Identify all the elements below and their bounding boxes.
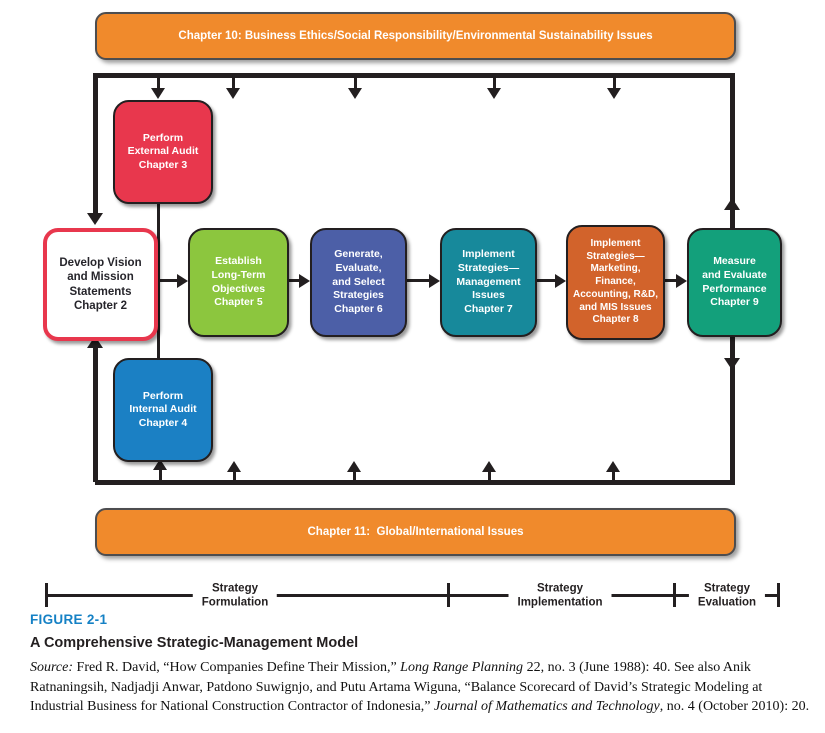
arrow-feedback-into-vision-top-icon xyxy=(87,213,103,225)
arrow-top-stub-implement-mgmt-icon xyxy=(487,88,501,99)
frame-left-lower-line xyxy=(93,348,98,482)
source-journal-1: Long Range Planning xyxy=(400,660,524,675)
stub-bottom-implement-func-line xyxy=(611,471,615,481)
arrow-implement-func-to-measure-icon xyxy=(676,273,687,288)
arrow-bottom-stub-strategies-icon xyxy=(347,461,361,472)
arrow-top-stub-strategies-icon xyxy=(348,88,362,99)
arrow-measure-down-feedback-icon xyxy=(724,358,740,370)
node-implement-management-issues-label: Implement Strategies— Management Issues … xyxy=(456,248,521,315)
node-develop-vision-mission-label: Develop Vision and Mission Statements Ch… xyxy=(59,256,142,312)
node-perform-internal-audit: Perform Internal Audit Chapter 4 xyxy=(113,358,213,462)
phase-bracket-line xyxy=(46,594,779,597)
phase-strategy-formulation: Strategy Formulation xyxy=(192,581,278,611)
stub-top-external-line xyxy=(156,78,160,90)
node-implement-management-issues: Implement Strategies— Management Issues … xyxy=(440,228,537,337)
banner-chapter-11: Chapter 11: Global/International Issues xyxy=(95,508,736,556)
arrow-objectives-to-strategies-line xyxy=(285,279,300,282)
arrow-top-into-external-audit-icon xyxy=(151,88,165,99)
arrow-bottom-into-internal-audit-icon xyxy=(153,459,167,470)
frame-right-lower-line xyxy=(730,335,735,483)
arrow-strategies-to-implement-mgmt-icon xyxy=(429,273,440,288)
phase-bracket-tick-1 xyxy=(45,583,48,607)
banner-chapter-11-label: Chapter 11: Global/International Issues xyxy=(307,526,524,538)
frame-top-line xyxy=(95,73,735,78)
banner-chapter-10-label: Chapter 10: Business Ethics/Social Respo… xyxy=(178,30,653,42)
stub-top-implement-func-line xyxy=(612,78,616,90)
node-perform-external-audit: Perform External Audit Chapter 3 xyxy=(113,100,213,204)
source-part-2: 22, no. 3 (June 1988): 40. See also Anik… xyxy=(30,660,763,715)
arrow-bottom-stub-implement-func-icon xyxy=(606,461,620,472)
arrow-vision-to-objectives-icon xyxy=(177,273,188,288)
arrow-measure-up-feedback-icon xyxy=(724,198,740,210)
frame-right-upper-line xyxy=(730,73,735,228)
source-journal-2: Journal of Mathematics and Technology xyxy=(433,699,660,715)
node-establish-objectives-label: Establish Long-Term Objectives Chapter 5 xyxy=(211,255,266,309)
source-prefix: Source: xyxy=(30,660,74,675)
node-perform-external-audit-label: Perform External Audit Chapter 3 xyxy=(127,131,199,171)
stub-top-objectives-line xyxy=(231,78,235,90)
node-generate-select-strategies: Generate, Evaluate, and Select Strategie… xyxy=(310,228,407,337)
stub-top-strategies-line xyxy=(353,78,357,90)
phase-strategy-evaluation: Strategy Evaluation xyxy=(688,581,766,611)
banner-chapter-10: Chapter 10: Business Ethics/Social Respo… xyxy=(95,12,736,60)
stub-bottom-objectives-line xyxy=(232,471,236,481)
node-measure-evaluate-performance: Measure and Evaluate Performance Chapter… xyxy=(687,228,782,337)
arrow-implement-mgmt-to-func-line xyxy=(533,279,556,282)
stub-top-implement-mgmt-line xyxy=(492,78,496,90)
figure-source: Source: Fred R. David, “How Companies De… xyxy=(30,658,816,717)
arrow-bottom-stub-implement-mgmt-icon xyxy=(482,461,496,472)
source-part-1: Fred R. David, “How Companies Define The… xyxy=(73,660,401,675)
node-generate-select-strategies-label: Generate, Evaluate, and Select Strategie… xyxy=(332,248,385,315)
node-implement-functional-issues-label: Implement Strategies— Marketing, Finance… xyxy=(573,237,658,326)
arrow-top-stub-implement-func-icon xyxy=(607,88,621,99)
arrow-strategies-to-implement-mgmt-line xyxy=(403,279,430,282)
arrow-implement-func-to-measure-line xyxy=(661,279,677,282)
stub-bottom-strategies-line xyxy=(352,471,356,481)
stub-bottom-implement-mgmt-line xyxy=(487,471,491,481)
frame-bottom-line xyxy=(95,480,735,485)
arrow-implement-mgmt-to-func-icon xyxy=(555,273,566,288)
stub-bottom-internal-line xyxy=(158,469,162,481)
arrow-objectives-to-strategies-icon xyxy=(299,273,310,288)
phase-bracket-tick-3 xyxy=(673,583,676,607)
node-develop-vision-mission: Develop Vision and Mission Statements Ch… xyxy=(43,228,158,341)
figure-number: FIGURE 2-1 xyxy=(30,612,108,627)
source-part-3: , no. 4 (October 2010): 20. xyxy=(659,699,810,715)
arrow-bottom-stub-objectives-icon xyxy=(227,461,241,472)
frame-left-upper-line xyxy=(93,73,98,214)
node-perform-internal-audit-label: Perform Internal Audit Chapter 4 xyxy=(129,389,197,429)
node-implement-functional-issues: Implement Strategies— Marketing, Finance… xyxy=(566,225,665,340)
phase-bracket-tick-2 xyxy=(447,583,450,607)
arrow-top-stub-objectives-icon xyxy=(226,88,240,99)
arrow-vision-to-objectives-line xyxy=(150,279,178,282)
node-measure-evaluate-performance-label: Measure and Evaluate Performance Chapter… xyxy=(702,255,767,309)
phase-strategy-implementation: Strategy Implementation xyxy=(508,581,612,611)
phase-bracket-tick-4 xyxy=(777,583,780,607)
node-establish-objectives: Establish Long-Term Objectives Chapter 5 xyxy=(188,228,289,337)
figure-title: A Comprehensive Strategic-Management Mod… xyxy=(30,635,359,651)
